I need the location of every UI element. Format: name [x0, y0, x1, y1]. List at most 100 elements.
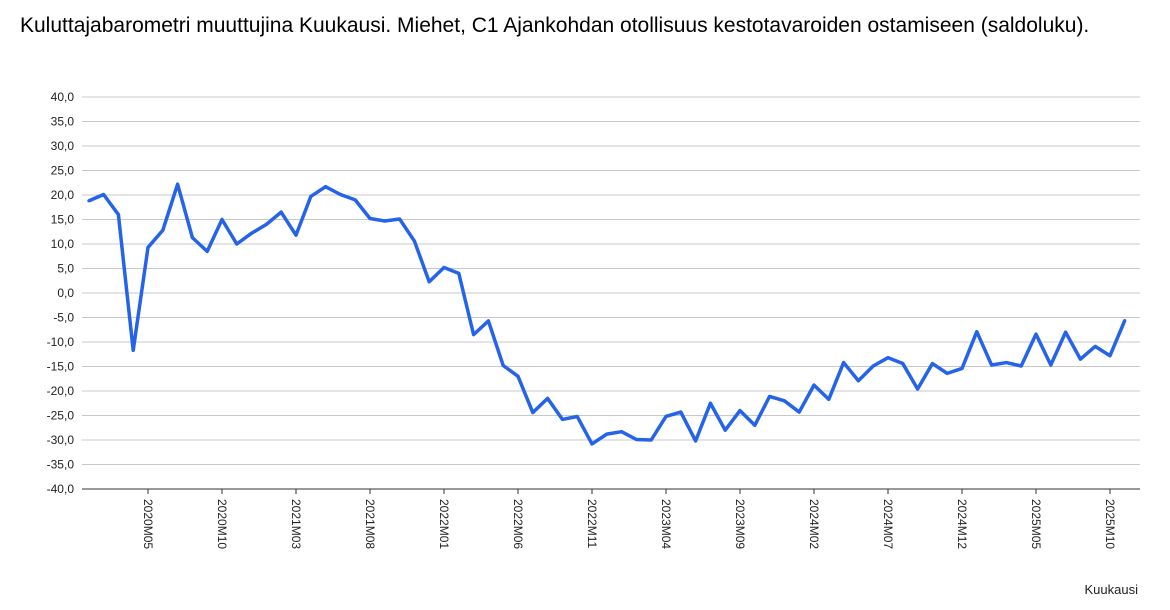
data-point [1034, 332, 1038, 336]
data-point [131, 348, 135, 352]
data-point [753, 423, 757, 427]
data-point [427, 280, 431, 284]
data-point [368, 217, 372, 221]
data-point [694, 439, 698, 443]
y-tick-label: 30,0 [51, 139, 75, 153]
data-point [738, 409, 742, 413]
y-tick-label: 15,0 [51, 213, 75, 227]
y-tick-label: -10,0 [47, 335, 75, 349]
data-point [930, 362, 934, 366]
y-tick-label: 10,0 [51, 237, 75, 251]
data-point [383, 219, 387, 223]
data-point [250, 231, 254, 235]
data-point [294, 233, 298, 237]
data-point [871, 364, 875, 368]
data-point [768, 394, 772, 398]
data-point [975, 330, 979, 334]
data-point [1049, 363, 1053, 367]
data-point [457, 271, 461, 275]
y-tick-label: -5,0 [53, 311, 74, 325]
x-tick-label: 2021M08 [363, 499, 377, 549]
data-point [886, 356, 890, 360]
data-point [161, 228, 165, 232]
data-point [990, 363, 994, 367]
data-point [605, 432, 609, 436]
y-tick-label: -20,0 [47, 384, 75, 398]
data-point [842, 361, 846, 365]
y-tick-label: 5,0 [57, 262, 74, 276]
data-point [353, 198, 357, 202]
data-point [723, 428, 727, 432]
data-point [1064, 330, 1068, 334]
y-tick-label: 20,0 [51, 188, 75, 202]
data-point [546, 396, 550, 400]
y-tick-label: -30,0 [47, 433, 75, 447]
x-tick-label: 2023M09 [733, 499, 747, 549]
data-point [190, 236, 194, 240]
data-point [856, 379, 860, 383]
data-point [501, 364, 505, 368]
data-point [309, 194, 313, 198]
data-point [945, 371, 949, 375]
data-point [679, 410, 683, 414]
x-tick-label: 2024M07 [881, 499, 895, 549]
data-point [87, 199, 91, 203]
data-point [205, 249, 209, 253]
x-tick-label: 2024M12 [955, 499, 969, 549]
data-line [88, 182, 1127, 446]
data-point [620, 430, 624, 434]
data-point [264, 222, 268, 226]
x-tick-label: 2021M03 [289, 499, 303, 549]
data-point [916, 387, 920, 391]
data-point [516, 374, 520, 378]
data-point [146, 245, 150, 249]
x-tick-label: 2023M04 [659, 499, 673, 549]
data-point [235, 242, 239, 246]
x-tick-label: 2022M06 [511, 499, 525, 549]
data-point [1078, 357, 1082, 361]
x-tick-label: 2020M05 [141, 499, 155, 549]
data-point [472, 333, 476, 337]
data-point [279, 210, 283, 214]
y-tick-label: 40,0 [51, 90, 75, 104]
data-point [782, 399, 786, 403]
data-point [649, 438, 653, 442]
data-point [486, 319, 490, 323]
data-point [901, 362, 905, 366]
data-point [1019, 364, 1023, 368]
data-point [797, 410, 801, 414]
x-tick-label: 2024M02 [807, 499, 821, 549]
data-point [634, 438, 638, 442]
data-point [708, 401, 712, 405]
data-point [560, 417, 564, 421]
data-point [575, 414, 579, 418]
data-point [827, 397, 831, 401]
data-point [102, 193, 106, 197]
data-point [664, 414, 668, 418]
x-axis-label: Kuukausi [1084, 582, 1138, 597]
x-tick-label: 2020M10 [215, 499, 229, 549]
y-tick-label: 25,0 [51, 164, 75, 178]
data-point [1108, 354, 1112, 358]
y-tick-label: -25,0 [47, 409, 75, 423]
data-point [442, 266, 446, 270]
y-tick-label: 0,0 [57, 286, 74, 300]
data-point [960, 366, 964, 370]
data-point [176, 182, 180, 186]
x-tick-label: 2025M10 [1103, 499, 1117, 549]
y-tick-label: -40,0 [47, 482, 75, 496]
x-tick-label: 2025M05 [1029, 499, 1043, 549]
y-tick-label: 35,0 [51, 115, 75, 129]
data-point [812, 383, 816, 387]
data-point [338, 193, 342, 197]
data-point [412, 239, 416, 243]
x-tick-label: 2022M11 [585, 499, 599, 548]
data-point [1004, 361, 1008, 365]
data-point [590, 442, 594, 446]
data-point [1123, 318, 1127, 322]
y-tick-label: -35,0 [47, 458, 75, 472]
data-point [1093, 344, 1097, 348]
y-tick-label: -15,0 [47, 360, 75, 374]
